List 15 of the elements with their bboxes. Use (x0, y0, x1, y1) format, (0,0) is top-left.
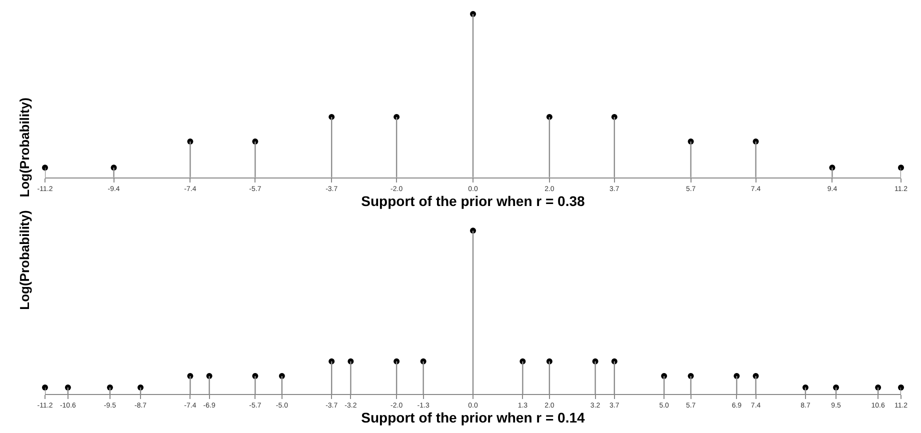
x-axis-title: Support of the prior when r = 0.38 (361, 193, 586, 210)
point (42, 384, 48, 390)
point (802, 384, 808, 390)
x-axis-title: Support of the prior when r = 0.14 (361, 410, 586, 426)
point (875, 384, 882, 390)
y-axis-title: Log(Probability) (16, 98, 32, 198)
y-axis-title: Log(Probability) (17, 210, 32, 310)
point (106, 384, 113, 390)
point (138, 384, 144, 390)
point (64, 384, 71, 390)
point (898, 384, 904, 390)
point (898, 164, 904, 171)
point (470, 228, 476, 234)
point (42, 164, 48, 171)
point (833, 384, 840, 390)
